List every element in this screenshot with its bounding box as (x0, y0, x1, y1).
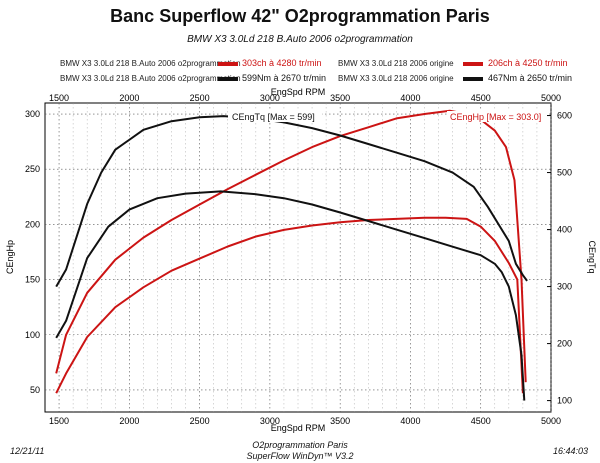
legend-entry-1-swatch (218, 62, 238, 66)
series-line-3 (55, 115, 528, 288)
legend-entry-3-name: BMW X3 3.0Ld 218 B.Auto 2006 o2programma… (60, 74, 241, 83)
y-right-tick-4: 500 (557, 168, 572, 178)
footer-software: SuperFlow WinDyn™ V3.2 (246, 451, 354, 461)
series-line-4 (55, 190, 526, 401)
legend-entry-1-value: 303ch à 4280 tr/min (242, 58, 322, 68)
y-right-tick-1: 200 (557, 339, 572, 349)
legend-entry-4-swatch (463, 77, 483, 81)
footer-date: 12/21/11 (10, 446, 45, 456)
page-subtitle: BMW X3 3.0Ld 218 B.Auto 2006 o2programma… (187, 34, 413, 45)
annotation-tq: CEngTq [Max = 599] (228, 111, 322, 122)
x-tick-bottom-0: 1500 (49, 416, 69, 426)
legend-entry-2-name: BMW X3 3.0Ld 218 2006 origine (338, 59, 454, 68)
page-title: Banc Superflow 42" O2programmation Paris (110, 6, 490, 26)
y-left-tick-0: 50 (30, 385, 40, 395)
x-tick-bottom-2: 2500 (190, 416, 210, 426)
y-right-tick-3: 400 (557, 225, 572, 235)
x-axis-label-bottom: EngSpd RPM (271, 423, 326, 433)
x-tick-top-1: 2000 (119, 93, 139, 103)
y-left-tick-4: 250 (25, 164, 40, 174)
annotation-tq-text: CEngTq [Max = 599] (232, 112, 315, 122)
x-tick-bottom-7: 5000 (541, 416, 561, 426)
series (55, 109, 528, 401)
x-tick-top-2: 2500 (190, 93, 210, 103)
ticks: 1500 1500 2000 2000 2500 2500 3000 3000 3500 3500… (25, 93, 572, 426)
y-right-tick-2: 300 (557, 282, 572, 292)
legend-entry-4-name: BMW X3 3.0Ld 218 2006 origine (338, 74, 454, 83)
x-tick-top-6: 4500 (471, 93, 491, 103)
annotation-hp: CEngHp [Max = 303.0] (447, 111, 547, 122)
x-axis-label-top: EngSpd RPM (271, 87, 326, 97)
legend-entry-2-swatch (463, 62, 483, 66)
x-tick-bottom-6: 4500 (471, 416, 491, 426)
y-right-tick-0: 100 (557, 396, 572, 406)
legend-entry-3-value: 599Nm à 2670 tr/min (242, 73, 327, 83)
series-line-2 (55, 216, 524, 394)
x-tick-top-7: 5000 (541, 93, 561, 103)
legend-entry-4-value: 467Nm à 2650 tr/min (488, 73, 573, 83)
x-tick-bottom-4: 3500 (330, 416, 350, 426)
legend-entry-2-value: 206ch à 4250 tr/min (488, 58, 568, 68)
x-tick-top-5: 4000 (400, 93, 420, 103)
x-tick-bottom-3: 3000 (260, 416, 280, 426)
x-tick-top-0: 1500 (49, 93, 69, 103)
y-left-tick-5: 300 (25, 109, 40, 119)
x-tick-top-4: 3500 (330, 93, 350, 103)
legend-entry-3-swatch (218, 77, 238, 81)
y-left-tick-1: 100 (25, 330, 40, 340)
footer-name: O2programmation Paris (252, 440, 348, 450)
legend-entry-1-name: BMW X3 3.0Ld 218 B.Auto 2006 o2programma… (60, 59, 241, 68)
plot-frame (44, 102, 552, 413)
y-axis-label-left: CEngHp (5, 240, 15, 274)
y-right-tick-5: 600 (557, 111, 572, 121)
y-left-tick-3: 200 (25, 219, 40, 229)
x-tick-bottom-5: 4000 (400, 416, 420, 426)
y-axis-label-right: CEngTq (587, 240, 597, 273)
y-left-tick-2: 150 (25, 275, 40, 285)
footer-time: 16:44:03 (552, 446, 588, 456)
x-tick-bottom-1: 2000 (119, 416, 139, 426)
x-tick-top-3: 3000 (260, 93, 280, 103)
annotation-hp-text: CEngHp [Max = 303.0] (450, 112, 541, 122)
